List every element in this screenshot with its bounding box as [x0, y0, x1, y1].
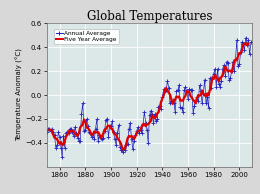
Title: Global Temperatures: Global Temperatures	[87, 10, 212, 23]
Y-axis label: Temperature Anomaly (°C): Temperature Anomaly (°C)	[16, 49, 24, 141]
Legend: Annual Average, Five Year Average: Annual Average, Five Year Average	[54, 29, 119, 44]
